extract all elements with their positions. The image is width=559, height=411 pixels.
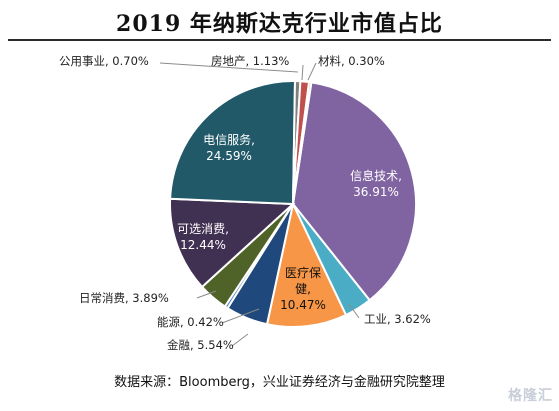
source-note: 数据来源：Bloomberg，兴业证券经济与金融研究院整理 xyxy=(114,375,445,390)
slice-label-1: 工业, 3.62% xyxy=(364,312,431,326)
slice-label-3: 金融, 5.54% xyxy=(167,338,234,352)
slice-label-2: 医疗保健, 10.47% xyxy=(280,266,326,312)
leader-line-10 xyxy=(307,62,317,81)
pie-slice-6 xyxy=(169,197,296,289)
slice-label-7: 电信服务, 24.59% xyxy=(203,132,255,163)
pie-slice-7 xyxy=(169,80,297,206)
slice-label-8: 公用事业, 0.70% xyxy=(59,54,149,68)
watermark-logo: 格隆汇 xyxy=(508,388,553,404)
chart-title: 2019 年纳斯达克行业市值占比 xyxy=(116,11,443,37)
slice-label-10: 材料, 0.30% xyxy=(318,54,385,68)
leader-line-4 xyxy=(221,308,260,324)
leader-line-8 xyxy=(159,62,299,73)
pie-slice-0 xyxy=(291,81,417,302)
pie-slice-10 xyxy=(292,80,313,205)
leader-line-1 xyxy=(348,303,360,319)
slice-label-4: 能源, 0.42% xyxy=(157,315,224,329)
slice-label-0: 信息技术, 36.91% xyxy=(350,168,402,199)
leader-line-3 xyxy=(231,333,249,347)
slice-label-6: 可选消费, 12.44% xyxy=(177,222,229,252)
title-underline xyxy=(8,39,551,41)
leader-line-5 xyxy=(196,290,217,299)
leader-line-9 xyxy=(301,64,304,81)
slice-label-9: 房地产, 1.13% xyxy=(211,54,289,68)
slice-label-5: 日常消费, 3.89% xyxy=(79,291,169,305)
